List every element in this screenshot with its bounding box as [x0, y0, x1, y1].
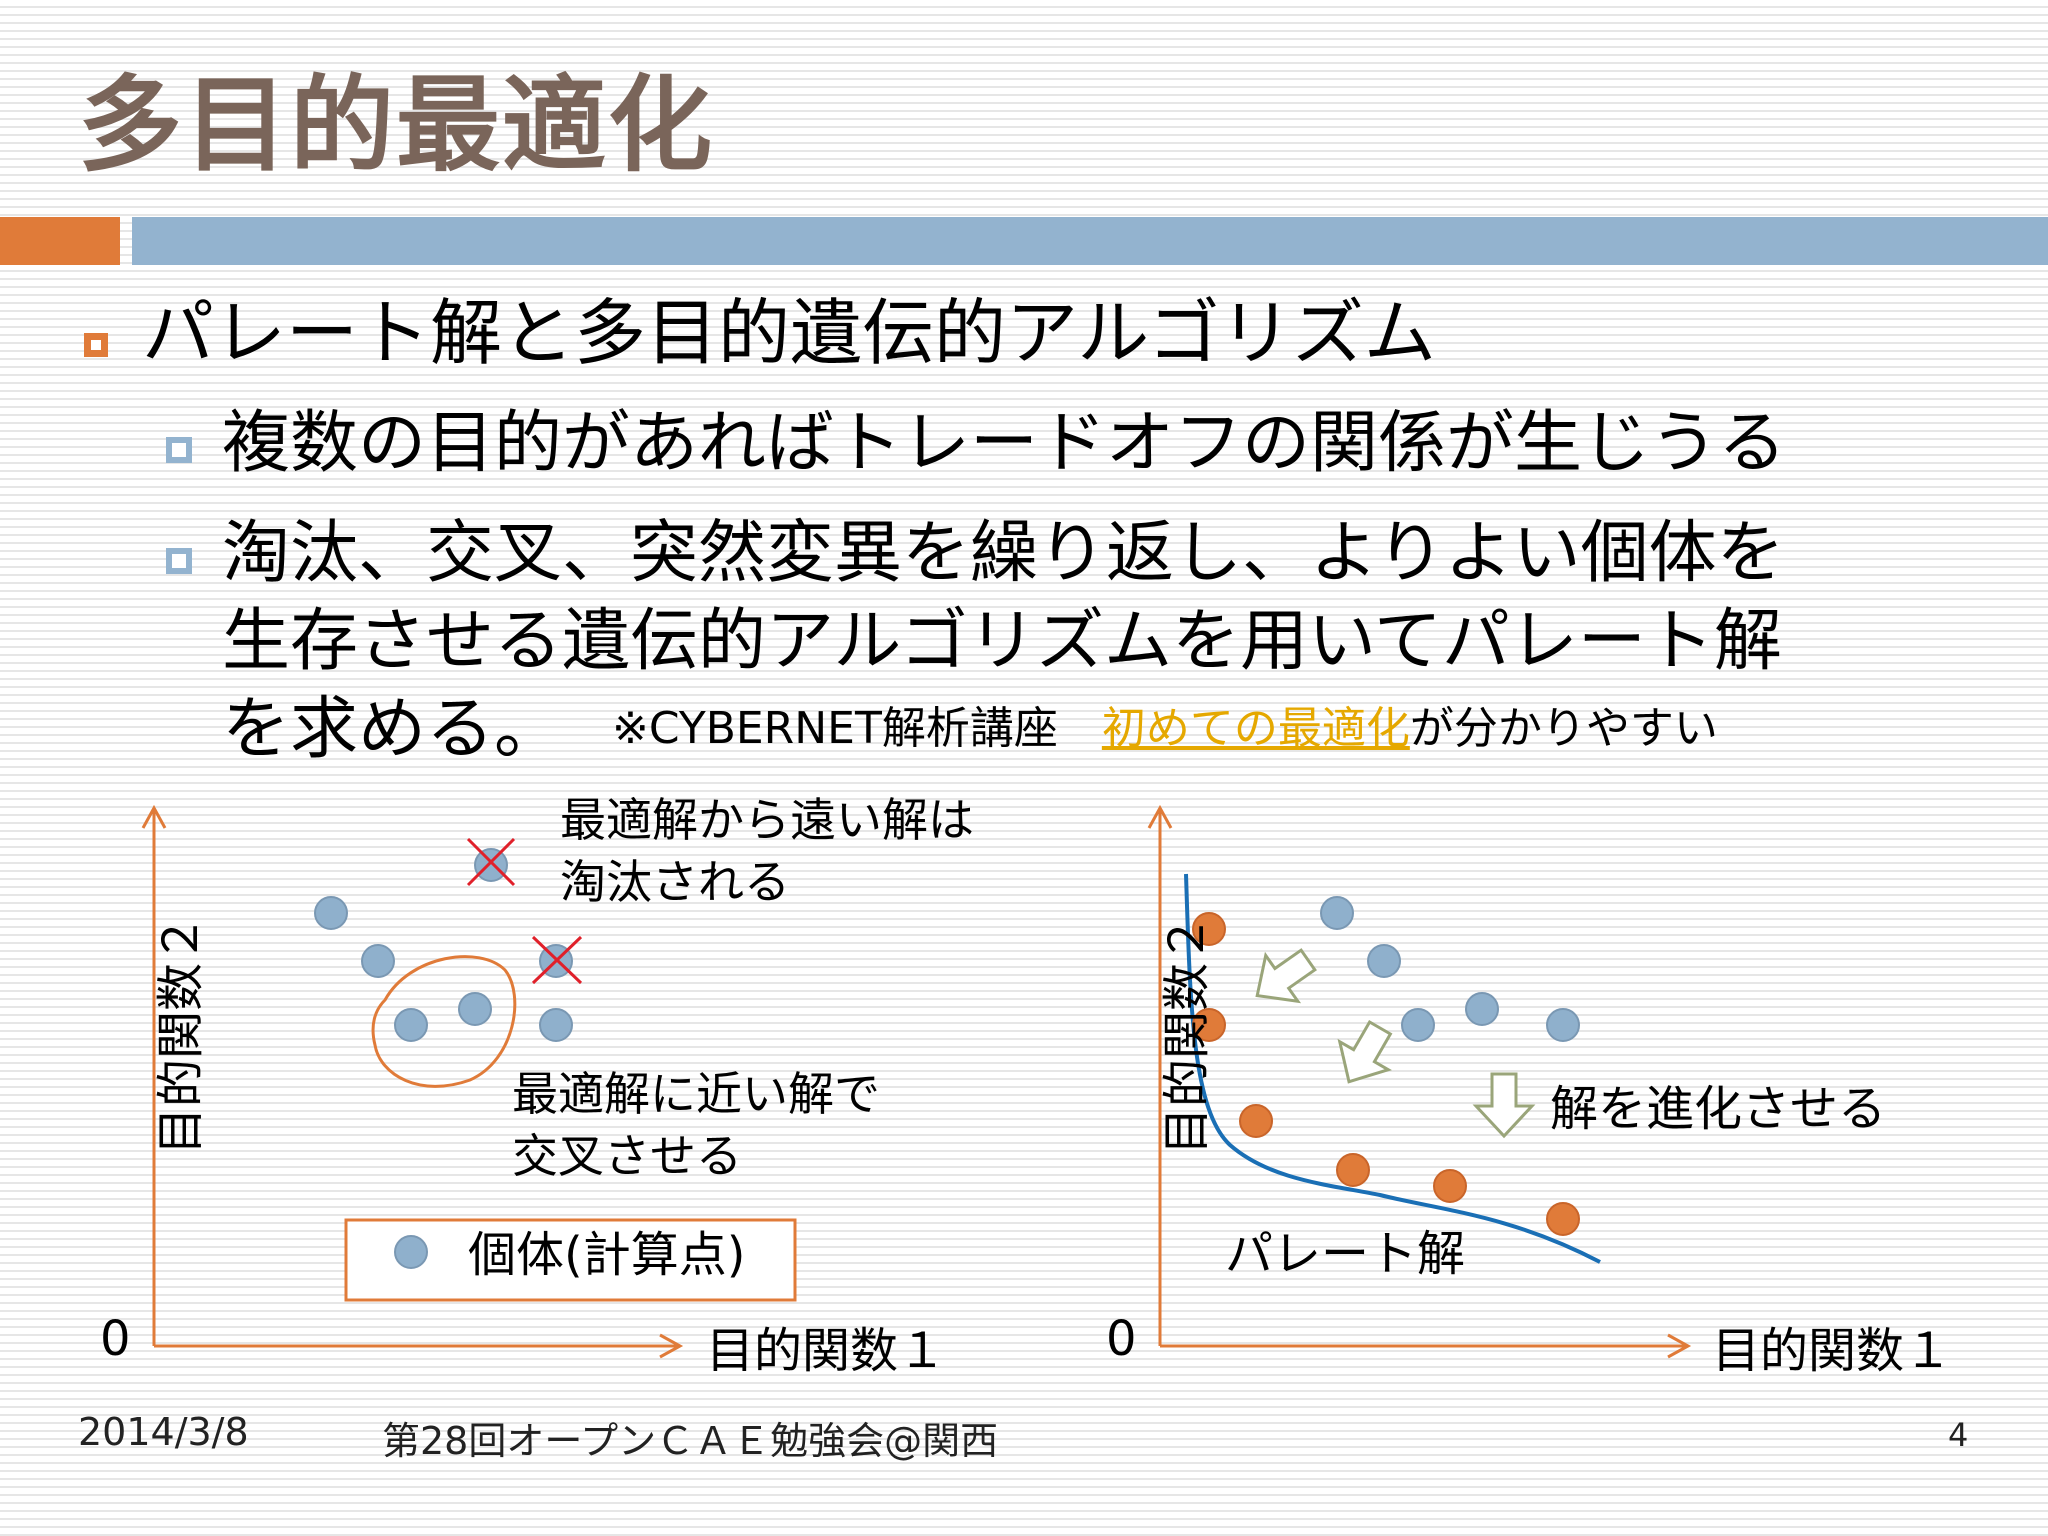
individual-point [1367, 944, 1401, 978]
individual-point [1465, 992, 1499, 1026]
individual-point [361, 944, 395, 978]
left-origin-label: 0 [100, 1311, 131, 1367]
individual-point [1401, 1008, 1435, 1042]
evolve-arrow-icon [1472, 1072, 1536, 1139]
individual-point-eliminated [474, 848, 508, 882]
note-suffix: が分かりやすい [1409, 703, 1718, 754]
evolve-arrow-icon [1337, 1019, 1393, 1084]
sub-bullet-square-icon [166, 437, 192, 463]
individual-point [458, 992, 492, 1026]
sub-bullet-square-icon [166, 548, 192, 574]
right-origin-label: 0 [1106, 1311, 1137, 1367]
individual-point [1546, 1008, 1580, 1042]
evolve-arrow-icon [1255, 948, 1317, 1004]
title-accent-bar-orange [0, 217, 120, 265]
annotation-evolve: 解を進化させる [1550, 1081, 1887, 1137]
pareto-front-label: パレート解 [1225, 1226, 1466, 1282]
evolved-individual-point [1192, 912, 1226, 946]
sub-bullet-text-ga-line2: 生存させる遺伝的アルゴリズムを用いてパレート解 [222, 602, 1782, 681]
sub-bullet-text-ga-line3: を求める。 [222, 690, 563, 769]
legend-label: 個体(計算点) [468, 1227, 746, 1283]
evolved-individual-point [1546, 1202, 1580, 1236]
left-y-axis-label: 目的関数２ [153, 914, 209, 1155]
sub-bullet-text-ga-line1: 淘汰、交叉、突然変異を繰り返し、よりよい個体を [222, 514, 1785, 593]
legend-marker [394, 1235, 428, 1269]
annotation-crossover-line2: 交叉させる [512, 1129, 742, 1183]
evolved-individual-point [1239, 1104, 1273, 1138]
evolved-individual-point [1433, 1169, 1467, 1203]
individual-point [1320, 896, 1354, 930]
sub-bullet-text-tradeoff: 複数の目的があればトレードオフの関係が生じうる [222, 404, 1787, 483]
left-x-axis-label: 目的関数１ [706, 1323, 947, 1379]
slide-title: 多目的最適化 [78, 64, 715, 186]
crossover-group-outline [371, 955, 517, 1088]
individual-point [394, 1008, 428, 1042]
evolved-individual-point [1336, 1153, 1370, 1187]
footer-page-number: 4 [1948, 1416, 1969, 1454]
right-x-axis-label: 目的関数１ [1712, 1323, 1953, 1379]
footer-event: 第28回オープンＣＡＥ勉強会@関西 [382, 1419, 999, 1463]
title-accent-bar-blue [132, 217, 2048, 265]
bullet-square-icon [84, 333, 108, 357]
annotation-eliminate-line1: 最適解から遠い解は [560, 793, 974, 847]
annotation-crossover-line1: 最適解に近い解で [512, 1067, 880, 1121]
pareto-front-curve [1184, 873, 1601, 1264]
reference-note: ※CYBERNET解析講座 初めての最適化が分かりやすい [612, 692, 1718, 756]
individual-point [314, 896, 348, 930]
evolved-individual-point [1192, 1008, 1226, 1042]
reference-link[interactable]: 初めての最適化 [1101, 703, 1410, 754]
note-prefix: ※CYBERNET解析講座 [612, 703, 1102, 754]
bullet-text-main: パレート解と多目的遺伝的アルゴリズム [142, 291, 1436, 375]
right-y-axis-label: 目的関数２ [1159, 914, 1215, 1155]
footer-date: 2014/3/8 [78, 1410, 249, 1454]
individual-point [539, 1008, 573, 1042]
annotation-eliminate-line2: 淘汰される [560, 855, 790, 909]
